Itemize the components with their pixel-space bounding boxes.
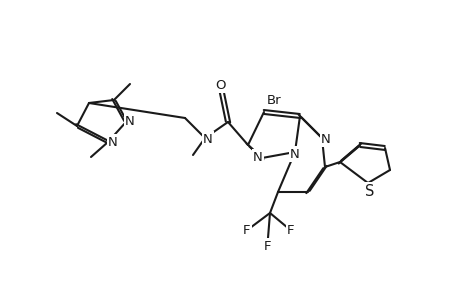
Text: F: F bbox=[286, 224, 294, 236]
Text: N: N bbox=[125, 115, 134, 128]
Text: F: F bbox=[263, 239, 271, 253]
Text: N: N bbox=[290, 148, 299, 160]
Text: S: S bbox=[364, 184, 374, 199]
Text: N: N bbox=[108, 136, 118, 148]
Text: F: F bbox=[243, 224, 250, 236]
Text: N: N bbox=[203, 133, 213, 146]
Text: O: O bbox=[215, 79, 226, 92]
Text: N: N bbox=[252, 151, 262, 164]
Text: N: N bbox=[320, 133, 330, 146]
Text: Br: Br bbox=[266, 94, 281, 106]
